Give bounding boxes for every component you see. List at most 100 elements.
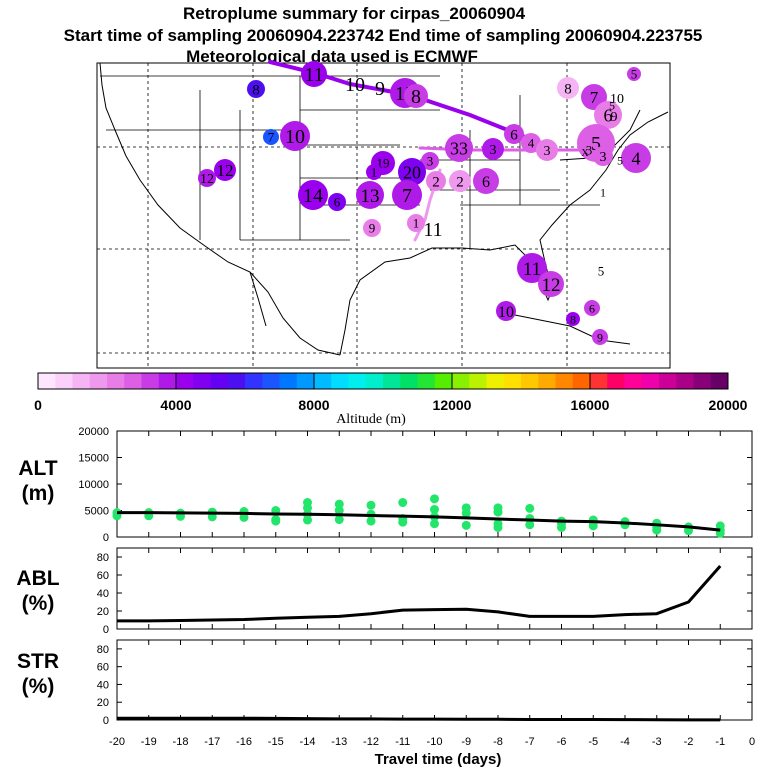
map-cluster-dot <box>593 146 613 166</box>
alt-cluster-point <box>271 516 281 526</box>
x-tick-label: -5 <box>588 736 598 748</box>
map-cluster-label: 4 <box>528 136 535 151</box>
alt-cluster-point <box>588 521 598 531</box>
x-tick-label: -6 <box>557 736 567 748</box>
x-tick-label: -7 <box>525 736 535 748</box>
colorbar-cell <box>245 373 263 389</box>
abl-y-tick-label: 40 <box>97 588 109 600</box>
map-cluster-label: 1 <box>371 165 378 180</box>
str-y-tick-label: 20 <box>97 697 109 709</box>
map-cluster-dot <box>482 138 504 160</box>
colorbar-cell <box>331 373 349 389</box>
colorbar-tick-label: 20000 <box>709 397 748 413</box>
colorbar-cell <box>38 373 56 389</box>
abl-y-tick-label: 80 <box>97 552 109 564</box>
release-point-marker: X <box>581 148 589 159</box>
alt-axis-label: ALT <box>18 457 57 480</box>
map-cluster-label: 1 <box>600 185 606 199</box>
abl-frame <box>116 547 753 630</box>
alt-cluster-point <box>239 512 249 522</box>
map-cluster-dot <box>301 61 327 87</box>
x-tick-label: -16 <box>236 736 252 748</box>
map-cluster-dot <box>426 171 446 191</box>
colorbar-cell <box>434 373 453 389</box>
map-cluster-label: 3 <box>427 154 434 169</box>
alt-cluster-point <box>461 520 471 530</box>
colorbar-tick-label: 16000 <box>571 397 610 413</box>
map-cluster-dot <box>621 143 651 173</box>
map-cluster-label: 3 <box>544 144 551 159</box>
colorbar-cell <box>555 373 574 389</box>
colorbar-cell <box>141 373 160 389</box>
str-panel: 0 20 40 60 80 STR(%) <box>17 639 753 727</box>
str-y-tick-label: 60 <box>97 662 109 674</box>
x-axis: -20 -19 -18 -17 -16 -15 -14 -13 -12 -11 -10 -9 -8 -7-… <box>109 736 755 748</box>
map-cluster-dot <box>517 253 547 283</box>
title-line-1: Retroplume summary for cirpas_20060904 <box>183 4 526 23</box>
map-cluster-label: 10 <box>345 74 365 96</box>
alt-y-tick-label: 5000 <box>85 506 109 518</box>
map-cluster-dot <box>496 301 516 321</box>
alt-cluster-point <box>366 500 376 510</box>
alt-cluster-point <box>430 519 439 529</box>
map-clusters: 1110915888571069710643533413333191201372… <box>198 61 651 345</box>
map-cluster-dot <box>407 214 425 232</box>
map-cluster-dot <box>263 129 279 145</box>
map-cluster-label: 11 <box>304 64 323 86</box>
map-cluster-label: 3 <box>490 143 497 158</box>
map-frame <box>96 62 671 369</box>
abl-mean-line <box>117 565 722 623</box>
colorbar-cell <box>55 373 73 389</box>
colorbar-cell <box>417 373 436 389</box>
title-line-2: Start time of sampling 20060904.223742 E… <box>64 26 703 45</box>
colorbar-cell <box>227 373 246 389</box>
map-cluster-label: 9 <box>369 221 376 236</box>
alt-cluster-point <box>398 517 408 527</box>
alt-cluster-point <box>493 507 503 517</box>
map-cluster-label: 12 <box>200 172 214 187</box>
x-tick-label: -18 <box>173 736 189 748</box>
map-cluster-dot <box>198 169 216 187</box>
colorbar-cell <box>503 373 522 389</box>
alt-cluster-point <box>461 508 471 518</box>
map-cluster-label: 9 <box>375 78 385 100</box>
x-tick-label: -14 <box>300 736 316 748</box>
colorbar-ticks: 0 4000 8000 12000 16000 20000 <box>34 373 748 413</box>
alt-cluster-point <box>652 525 662 535</box>
x-tick-label: -17 <box>204 736 220 748</box>
map-cluster-dot <box>473 168 499 194</box>
colorbar-cell <box>400 373 418 389</box>
x-tick-label: -20 <box>109 736 125 748</box>
map-cluster-label: 14 <box>303 185 323 207</box>
colorbar-cell <box>365 373 384 389</box>
map-cluster-label: 8 <box>411 86 421 108</box>
map-cluster-label: 4 <box>632 148 641 168</box>
map-cluster-label: 5 <box>598 264 605 279</box>
map-cluster-dot <box>594 101 622 129</box>
map-cluster-label: 6 <box>604 105 613 125</box>
alt-panel: 0 5000 10000 15000 20000 ALT(m) <box>18 426 753 544</box>
map-cluster-label: 6 <box>510 127 518 143</box>
abl-axis-label: ABL <box>16 567 59 590</box>
x-tick-label: -4 <box>620 736 630 748</box>
alt-cluster-point <box>334 506 344 515</box>
map-cluster-label: 5 <box>617 153 623 167</box>
colorbar-cell <box>348 373 367 389</box>
str-y-tick-label: 0 <box>103 715 109 727</box>
map-cluster-label: 6 <box>589 301 595 315</box>
map-cluster-dot <box>247 80 265 98</box>
map-cluster-label: 5 <box>631 67 638 82</box>
str-axis-unit: (%) <box>22 675 55 698</box>
x-tick-label: -19 <box>141 736 157 748</box>
alt-y-tick-label: 20000 <box>78 426 109 438</box>
title-line-3: Meteorological data used is ECMWF <box>186 47 478 66</box>
colorbar-tick-label: 8000 <box>298 397 329 413</box>
map-cluster-label: 9 <box>611 110 618 125</box>
map-cluster-dot <box>298 180 328 210</box>
map-cluster-dot <box>536 139 558 161</box>
colorbar-cell <box>693 373 712 389</box>
str-frame <box>116 639 753 721</box>
colorbar-cell <box>210 373 229 389</box>
colorbar-cell <box>314 373 332 389</box>
colorbar-cell <box>72 373 91 389</box>
